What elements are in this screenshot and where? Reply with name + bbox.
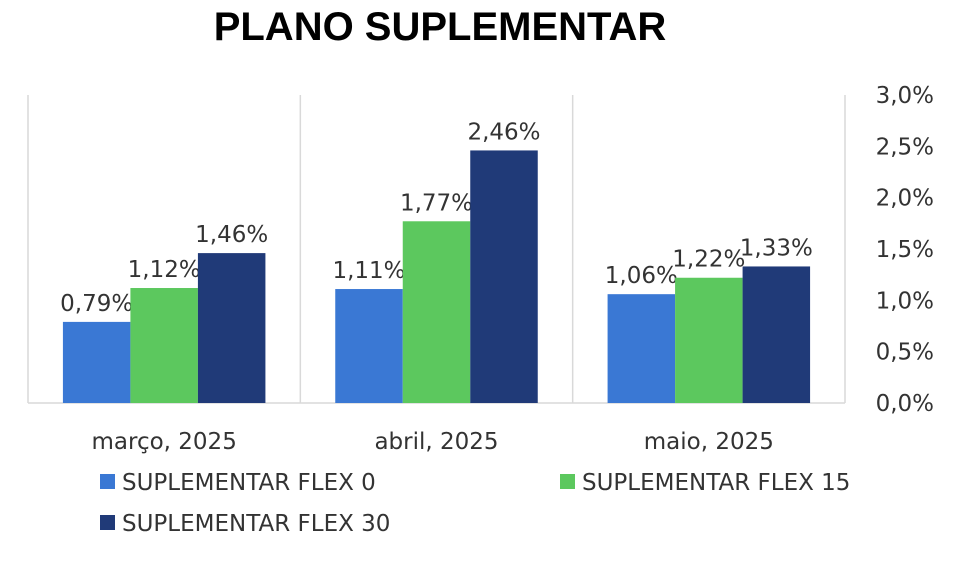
x-tick-label: abril, 2025 <box>374 429 498 455</box>
y-tick-label: 2,5% <box>876 134 934 160</box>
legend-swatch <box>100 515 115 530</box>
data-label: 1,22% <box>672 247 745 273</box>
data-label: 1,11% <box>332 258 405 284</box>
y-tick-label: 0,5% <box>876 340 934 366</box>
data-label: 1,77% <box>400 190 473 216</box>
plot-area: 0,0% 0,5% 1,0% 1,5% 2,0% 2,5% 3,0% 0,79% 1,12% 1,… <box>27 83 934 455</box>
bar <box>470 150 538 403</box>
legend-label: SUPLEMENTAR FLEX 15 <box>582 470 850 496</box>
y-tick-label: 3,0% <box>876 83 934 109</box>
legend-label: SUPLEMENTAR FLEX 30 <box>122 511 390 537</box>
y-tick-label: 1,5% <box>876 237 934 263</box>
bar <box>335 289 403 403</box>
data-label: 1,46% <box>195 222 268 248</box>
data-label: 2,46% <box>467 119 540 145</box>
bar <box>675 277 743 403</box>
data-label: 1,06% <box>605 263 678 289</box>
x-tick-label: maio, 2025 <box>644 429 774 455</box>
bar <box>607 294 676 403</box>
data-label: 1,33% <box>740 235 813 261</box>
y-tick-label: 1,0% <box>876 288 934 314</box>
y-tick-label: 0,0% <box>876 391 934 417</box>
bar <box>197 253 266 403</box>
data-label: 1,12% <box>128 257 201 283</box>
x-tick-label: março, 2025 <box>92 429 237 455</box>
data-label: 0,79% <box>60 291 133 317</box>
legend-swatch <box>560 474 575 489</box>
bar <box>742 266 811 403</box>
bar <box>62 321 131 403</box>
legend: SUPLEMENTAR FLEX 0 SUPLEMENTAR FLEX 15 SUP… <box>100 470 850 537</box>
bar <box>130 288 198 403</box>
legend-label: SUPLEMENTAR FLEX 0 <box>122 470 376 496</box>
legend-swatch <box>100 474 115 489</box>
chart-title: PLANO SUPLEMENTAR <box>214 5 667 49</box>
bar <box>402 221 471 403</box>
y-tick-label: 2,0% <box>876 186 934 212</box>
